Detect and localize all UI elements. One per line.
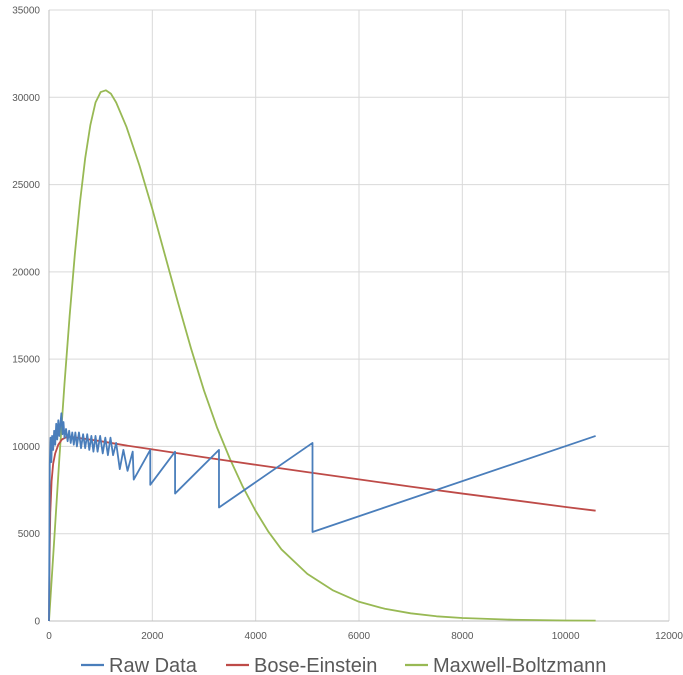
x-tick-label: 0 [46,631,52,642]
x-tick-label: 2000 [141,631,164,642]
legend-item-maxwell-boltzmann: Maxwell-Boltzmann [405,655,606,675]
tick-labels: 0 5000 10000 15000 20000 25000 30000 35000 0 2000… [12,6,683,643]
legend-label-maxwell-boltzmann: Maxwell-Boltzmann [433,655,606,675]
gridlines [49,9,670,621]
y-tick-label: 15000 [12,355,40,366]
legend: Raw Data Bose-Einstein Maxwell-Boltzmann [81,655,606,675]
series-line-maxwell-boltzmann [48,89,596,622]
y-tick-label: 20000 [12,267,40,278]
legend-label-bose-einstein: Bose-Einstein [254,655,377,675]
legend-label-raw-data: Raw Data [109,655,198,675]
legend-item-raw-data: Raw Data [81,655,198,675]
x-tick-label: 4000 [245,631,268,642]
series-line-raw-data [48,412,596,622]
y-tick-label: 5000 [18,529,41,540]
y-tick-label: 30000 [12,93,40,104]
y-tick-label: 10000 [12,442,40,453]
x-tick-label: 12000 [655,631,683,642]
x-tick-label: 10000 [552,631,580,642]
y-tick-label: 0 [34,617,40,628]
x-tick-label: 6000 [348,631,371,642]
y-tick-label: 25000 [12,180,40,191]
x-tick-label: 8000 [451,631,474,642]
series-lines [48,89,596,622]
legend-item-bose-einstein: Bose-Einstein [226,655,377,675]
y-tick-label: 35000 [12,6,40,17]
